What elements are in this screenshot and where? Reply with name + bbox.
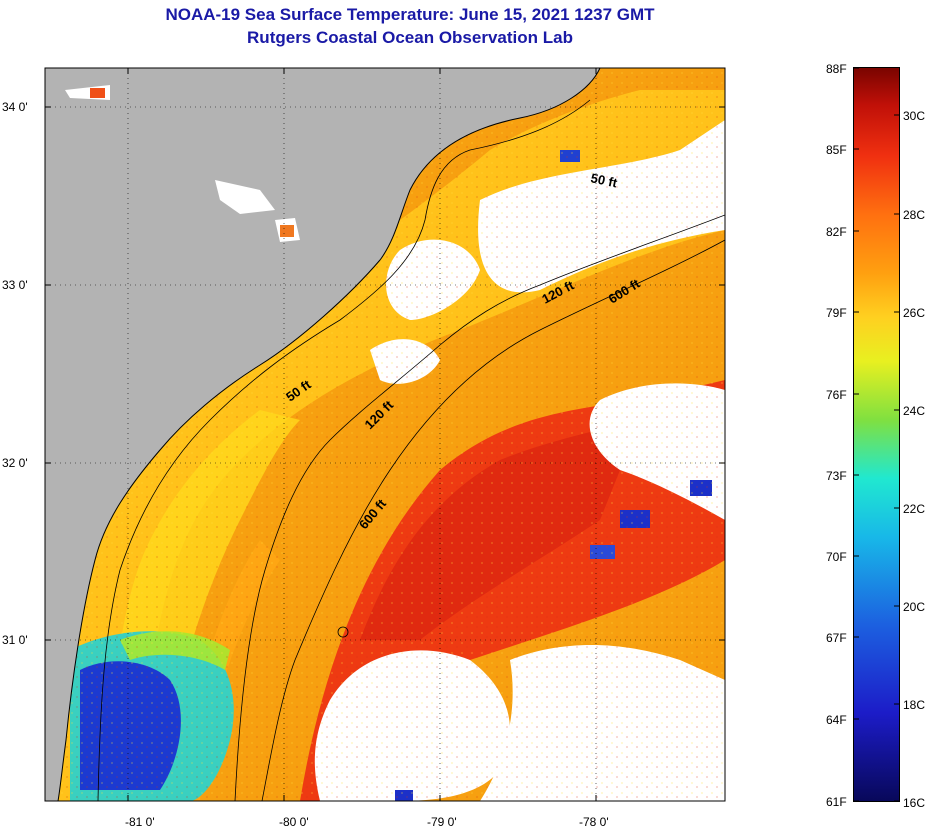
colorbar-label-20c: 20C [903, 600, 926, 614]
inland-warm-spot-1 [90, 88, 105, 98]
colorbar-label-28c: 28C [903, 208, 926, 222]
colorbar-label-82f: 82F [826, 225, 847, 239]
contour-120ft [234, 214, 725, 801]
colorbar-label-76f: 76F [826, 388, 847, 402]
colorbar-label-22c: 22C [903, 502, 926, 516]
inland-warm-spot-2 [280, 225, 294, 237]
temperature-colorbar [853, 67, 900, 802]
lon-label-78: -78 0' [579, 815, 609, 829]
colorbar-label-85f: 85F [826, 143, 847, 157]
contour-600ft [261, 239, 725, 801]
map-frame [44, 67, 726, 802]
colorbar-label-30c: 30C [903, 109, 926, 123]
colorbar-label-26c: 26C [903, 306, 926, 320]
map-title: NOAA-19 Sea Surface Temperature: June 15… [165, 5, 655, 24]
inland-cloud-2 [215, 180, 275, 214]
lat-label-31: 31 0' [2, 633, 28, 647]
colorbar-label-67f: 67F [826, 631, 847, 645]
lon-label-79: -79 0' [427, 815, 457, 829]
lat-label-33: 33 0' [2, 278, 28, 292]
colorbar-label-70f: 70F [826, 550, 847, 564]
colorbar-label-18c: 18C [903, 698, 926, 712]
lon-label-81: -81 0' [125, 815, 155, 829]
colorbar-label-61f: 61F [826, 795, 847, 809]
colorbar-label-88f: 88F [826, 62, 847, 76]
lat-label-34: 34 0' [2, 100, 28, 114]
lat-label-32: 32 0' [2, 456, 28, 470]
graticule [45, 68, 725, 801]
contour-50ft [97, 99, 591, 801]
coastline [57, 68, 601, 801]
contour-label-50ft-north: 50 ft [589, 170, 619, 190]
colorbar-label-73f: 73F [826, 469, 847, 483]
colorbar-label-79f: 79F [826, 306, 847, 320]
colorbar-label-64f: 64F [826, 713, 847, 727]
lon-label-80: -80 0' [279, 815, 309, 829]
colorbar-label-24c: 24C [903, 404, 926, 418]
axis-ticks [45, 68, 725, 801]
map-subtitle: Rutgers Coastal Ocean Observation Lab [247, 28, 573, 47]
colorbar-label-16c: 16C [903, 796, 926, 810]
land [45, 68, 600, 801]
seamount-contour [337, 626, 349, 638]
